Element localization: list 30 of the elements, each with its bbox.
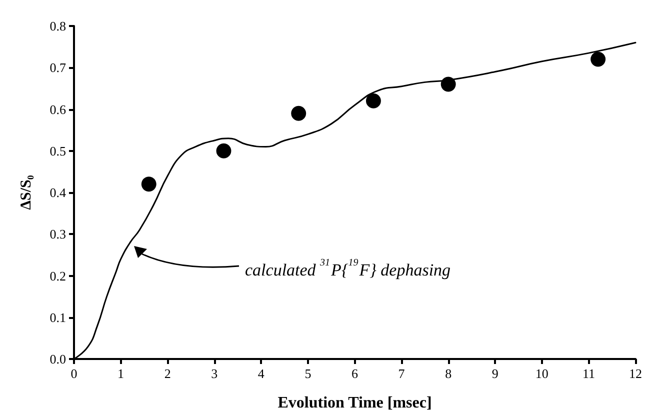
point — [366, 93, 381, 108]
y-tick-label: 0.1 — [50, 310, 66, 325]
y-tick-label: 0.7 — [50, 60, 66, 76]
y-axis-title: ΔS/S₀ — [18, 174, 34, 210]
y-tick-label: 0.8 — [50, 18, 66, 34]
x-tick-label: 7 — [398, 366, 406, 381]
x-tick-label: 6 — [352, 366, 358, 381]
y-tick-label: 0.3 — [50, 226, 66, 242]
point — [590, 52, 606, 67]
point — [216, 143, 232, 158]
x-tick-label: 11 — [582, 366, 595, 381]
x-axis-title: Evolution Time [msec] — [278, 394, 432, 412]
x-tick-label: 8 — [445, 366, 452, 381]
x-tick-label: 4 — [258, 366, 265, 381]
y-tick-label: 0.6 — [50, 102, 66, 117]
x-tick-label: 1 — [118, 366, 124, 381]
point — [291, 106, 306, 121]
y-tick-label: 0.0 — [50, 352, 66, 366]
x-tick-label: 12 — [629, 366, 642, 381]
y-tick-label: 0.4 — [50, 185, 66, 200]
y-tick-label: 0.5 — [50, 143, 66, 158]
x-tick-label: 5 — [304, 366, 312, 381]
point — [440, 76, 456, 92]
point — [141, 176, 156, 192]
x-tick-label: 2 — [164, 366, 171, 381]
x-tick-label: 9 — [492, 366, 498, 381]
x-tick-label: 10 — [535, 366, 548, 381]
x-tick-label: 3 — [211, 366, 218, 381]
y-tick-label: 0.2 — [50, 268, 66, 284]
x-tick-label: 0 — [70, 366, 78, 381]
